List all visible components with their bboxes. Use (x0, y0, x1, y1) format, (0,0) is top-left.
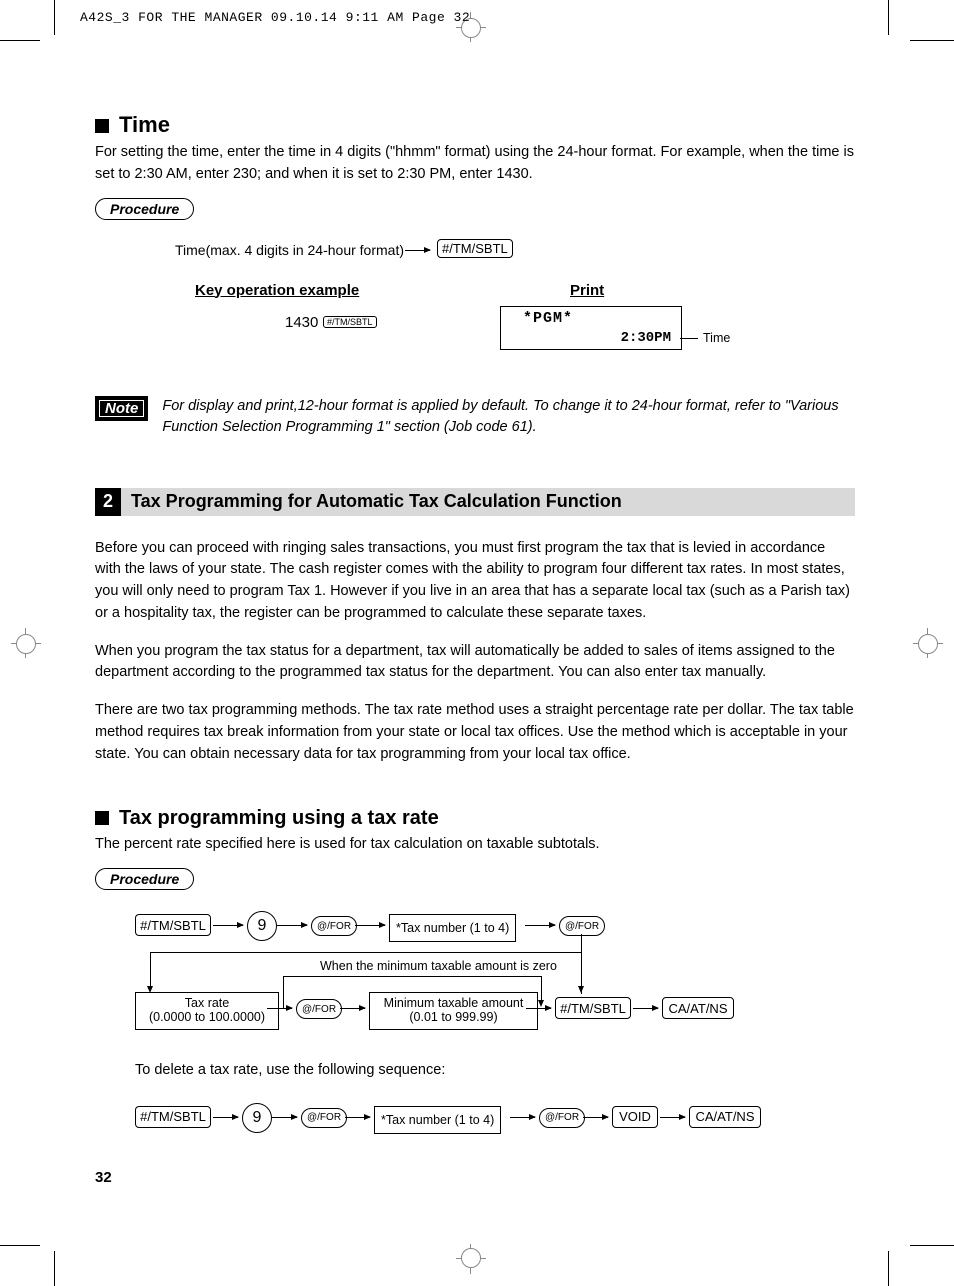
flow-line (283, 976, 284, 1008)
example-value: 1430 (285, 314, 318, 331)
keycap-atfor: @/FOR (301, 1108, 347, 1128)
arrow-icon (583, 1117, 608, 1118)
crop-mark (0, 40, 40, 41)
col-heading-left: Key operation example (195, 282, 359, 299)
time-procedure-diagram: Time(max. 4 digits in 24-hour format) #/… (95, 234, 855, 374)
section2-para1: Before you can proceed with ringing sale… (95, 538, 855, 625)
keycap-atfor: @/FOR (559, 916, 605, 936)
section-number: 2 (95, 488, 121, 516)
procedure-badge: Procedure (95, 868, 194, 890)
time-title: Time (119, 112, 170, 137)
taxrate-flowchart-1: #/TM/SBTL 9 @/FOR *Tax number (1 to 4) @… (95, 904, 855, 1054)
time-intro: For setting the time, enter the time in … (95, 142, 855, 186)
note-badge: Note (95, 396, 148, 421)
crop-mark (910, 1245, 954, 1246)
arrow-icon (525, 925, 555, 926)
crop-mark (888, 0, 889, 35)
manual-page: A42S_3 FOR THE MANAGER 09.10.14 9:11 AM … (0, 0, 954, 1286)
arrow-icon (277, 925, 307, 926)
arrow-down-icon (538, 1000, 544, 1007)
box-taxnumber: *Tax number (1 to 4) (389, 914, 516, 942)
box-taxnumber: *Tax number (1 to 4) (374, 1106, 501, 1134)
registration-mark (461, 1248, 481, 1268)
flow-line (283, 976, 541, 977)
arrow-icon (355, 925, 385, 926)
print-line1: *PGM* (523, 310, 573, 327)
taxrate-line1: Tax rate (185, 997, 229, 1011)
arrow-icon (213, 1117, 238, 1118)
section2-para3: There are two tax programming methods. T… (95, 700, 855, 765)
print-receipt-box: *PGM* 2:30PM (500, 306, 682, 350)
procedure-badge: Procedure (95, 198, 194, 220)
flow-line (541, 976, 542, 1002)
taxrate-line2: (0.0000 to 100.0000) (149, 1011, 265, 1025)
box-min-taxable: Minimum taxable amount (0.01 to 999.99) (369, 992, 538, 1030)
annotation-line (680, 338, 698, 339)
minamt-line2: (0.01 to 999.99) (409, 1011, 497, 1025)
keycap-atfor: @/FOR (296, 999, 342, 1019)
registration-mark (918, 634, 938, 654)
keycap-tmsbtl: #/TM/SBTL (437, 239, 513, 258)
col-heading-right: Print (570, 282, 604, 299)
print-slug: A42S_3 FOR THE MANAGER 09.10.14 9:11 AM … (80, 10, 470, 25)
keycap-atfor: @/FOR (311, 916, 357, 936)
arrow-icon (267, 1008, 292, 1009)
keycap-9: 9 (247, 911, 277, 941)
keycap-tmsbtl: #/TM/SBTL (135, 1106, 211, 1128)
page-number: 32 (95, 1169, 112, 1186)
registration-mark (16, 634, 36, 654)
arrow-icon (633, 1008, 658, 1009)
keycap-example: #/TM/SBTL (323, 316, 377, 328)
arrow-icon (660, 1117, 685, 1118)
crop-mark (910, 40, 954, 41)
time-heading: Time (95, 112, 855, 138)
section-2-header: 2 Tax Programming for Automatic Tax Calc… (95, 488, 855, 516)
taxrate-intro: The percent rate specified here is used … (95, 834, 855, 856)
keycap-void: VOID (612, 1106, 658, 1128)
time-section: Time For setting the time, enter the tim… (95, 112, 855, 438)
keycap-caatns: CA/AT/NS (689, 1106, 761, 1128)
arrow-icon (340, 1008, 365, 1009)
flow-line (150, 952, 151, 988)
bullet-square-icon (95, 811, 109, 825)
bullet-square-icon (95, 119, 109, 133)
crop-mark (888, 1251, 889, 1286)
minamt-line1: Minimum taxable amount (384, 997, 524, 1011)
note-label: Note (105, 400, 138, 417)
flow-line (581, 934, 582, 994)
arrow-icon (213, 925, 243, 926)
note-text: For display and print,12-hour format is … (162, 396, 855, 438)
bypass-label: When the minimum taxable amount is zero (320, 959, 557, 973)
arrow-icon (345, 1117, 370, 1118)
taxrate-title: Tax programming using a tax rate (119, 807, 439, 829)
section-title: Tax Programming for Automatic Tax Calcul… (121, 488, 855, 516)
arrow-icon (510, 1117, 535, 1118)
taxrate-flowchart-2: #/TM/SBTL 9 @/FOR *Tax number (1 to 4) @… (95, 1096, 855, 1146)
print-line2: 2:30PM (621, 330, 671, 346)
delete-label: To delete a tax rate, use the following … (135, 1060, 855, 1082)
print-annotation: Time (703, 331, 730, 345)
section2-para2: When you program the tax status for a de… (95, 641, 855, 685)
keycap-caatns: CA/AT/NS (662, 997, 734, 1019)
arrow-icon (272, 1117, 297, 1118)
keycap-tmsbtl: #/TM/SBTL (555, 997, 631, 1019)
time-diagram-label: Time(max. 4 digits in 24-hour format) (175, 242, 404, 258)
taxrate-section: Tax programming using a tax rate The per… (95, 807, 855, 1146)
taxrate-heading: Tax programming using a tax rate (95, 807, 855, 830)
keycap-9: 9 (242, 1103, 272, 1133)
arrow-down-icon (578, 986, 584, 993)
box-taxrate: Tax rate (0.0000 to 100.0000) (135, 992, 279, 1030)
arrow-icon (405, 250, 430, 251)
arrow-icon (526, 1008, 551, 1009)
crop-mark (54, 1251, 55, 1286)
crop-mark (0, 1245, 40, 1246)
crop-mark (54, 0, 55, 35)
keycap-atfor: @/FOR (539, 1108, 585, 1128)
flow-line (150, 952, 581, 953)
note-row: Note For display and print,12-hour forma… (95, 396, 855, 438)
keycap-tmsbtl: #/TM/SBTL (135, 914, 211, 936)
